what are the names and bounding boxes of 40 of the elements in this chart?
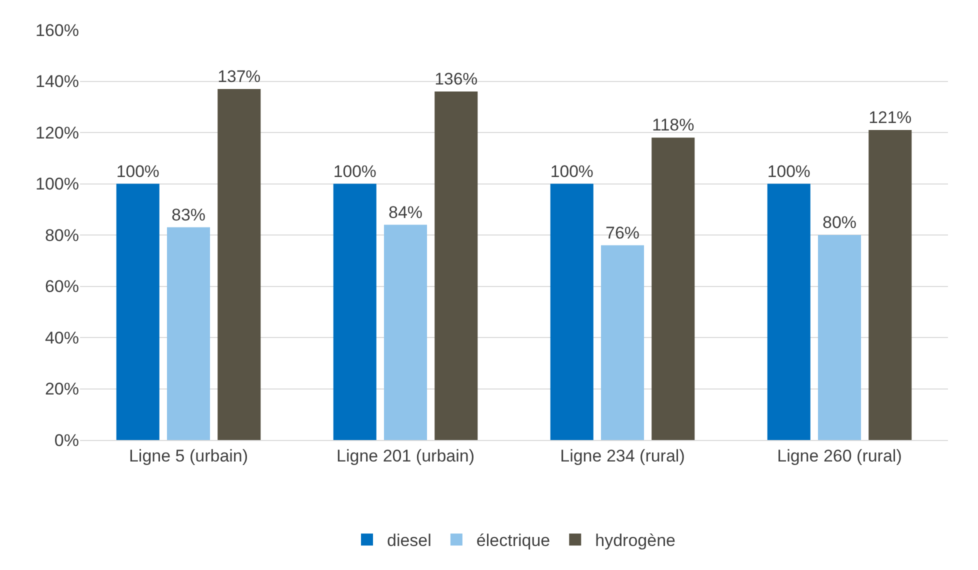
y-tick-label: 140% bbox=[36, 72, 79, 92]
bar bbox=[550, 184, 594, 440]
legend-label: hydrogène bbox=[595, 531, 676, 550]
y-tick-label: 120% bbox=[36, 123, 79, 142]
x-tick-label: Ligne 234 (rural) bbox=[560, 446, 685, 466]
data-label: 84% bbox=[388, 202, 423, 222]
data-label: 76% bbox=[605, 223, 640, 242]
data-label: 100% bbox=[550, 162, 594, 181]
bar bbox=[600, 245, 644, 440]
y-tick-label: 100% bbox=[36, 174, 79, 194]
data-label: 100% bbox=[116, 162, 160, 181]
bar bbox=[116, 184, 160, 440]
legend-label: électrique bbox=[476, 531, 550, 550]
bar bbox=[434, 92, 478, 440]
bar bbox=[384, 224, 428, 440]
bar bbox=[333, 184, 376, 440]
data-label: 80% bbox=[822, 213, 857, 232]
x-tick-label: Ligne 260 (rural) bbox=[777, 446, 902, 466]
data-label: 136% bbox=[434, 70, 478, 89]
bar bbox=[767, 184, 810, 440]
y-tick-label: 40% bbox=[44, 328, 79, 348]
y-tick-label: 20% bbox=[44, 380, 79, 399]
data-label: 100% bbox=[333, 162, 376, 181]
data-label: 83% bbox=[171, 205, 206, 224]
bar bbox=[868, 130, 912, 440]
y-tick-label: 160% bbox=[36, 20, 79, 40]
bar bbox=[166, 227, 210, 440]
legend-label: diesel bbox=[387, 531, 432, 550]
bar bbox=[652, 138, 695, 440]
bar bbox=[218, 88, 261, 440]
x-tick-label: Ligne 201 (urbain) bbox=[336, 446, 474, 466]
y-tick-label: 80% bbox=[44, 226, 79, 245]
data-label: 118% bbox=[652, 116, 694, 135]
data-label: 121% bbox=[868, 108, 912, 127]
x-tick-label: Ligne 5 (urbain) bbox=[128, 446, 248, 466]
y-tick-label: 60% bbox=[44, 277, 79, 296]
data-label: 100% bbox=[767, 162, 810, 181]
y-tick-label: 0% bbox=[54, 430, 79, 450]
data-label: 137% bbox=[218, 66, 261, 86]
bar bbox=[818, 235, 862, 440]
